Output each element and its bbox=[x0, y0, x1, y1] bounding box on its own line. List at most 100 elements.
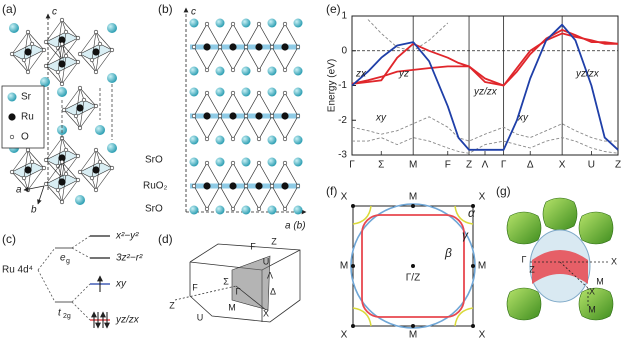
o-atom bbox=[204, 90, 210, 96]
line bbox=[61, 55, 67, 85]
o-atom bbox=[63, 171, 69, 177]
k-point bbox=[411, 324, 415, 328]
label: X bbox=[479, 192, 486, 203]
o-atom bbox=[282, 206, 288, 212]
o-atom bbox=[77, 85, 83, 91]
alpha-sheet bbox=[352, 307, 372, 327]
label: X bbox=[263, 308, 269, 318]
line bbox=[95, 49, 113, 73]
o-atom bbox=[230, 21, 236, 27]
line bbox=[61, 19, 67, 33]
label: X bbox=[611, 256, 617, 266]
label: SrO bbox=[145, 155, 163, 166]
o-atom bbox=[25, 69, 31, 75]
k-point bbox=[471, 324, 475, 328]
o-atom bbox=[97, 41, 103, 47]
sr-atom bbox=[189, 205, 199, 215]
o-atom bbox=[230, 160, 236, 166]
ru-atom bbox=[281, 182, 289, 190]
o-atom bbox=[43, 39, 49, 45]
sr-atom bbox=[7, 92, 17, 102]
o-atom bbox=[217, 113, 223, 119]
line bbox=[45, 65, 63, 85]
line bbox=[79, 87, 97, 107]
alpha-sheet bbox=[454, 307, 474, 327]
line bbox=[27, 43, 33, 73]
o-atom bbox=[29, 41, 35, 47]
sr-atom bbox=[189, 87, 199, 97]
line bbox=[61, 161, 79, 181]
y-tick-label: -3 bbox=[338, 150, 347, 161]
k-point bbox=[351, 204, 355, 208]
label: RuO₂ bbox=[143, 181, 168, 192]
label: F bbox=[250, 241, 256, 251]
sr-atom bbox=[9, 23, 19, 33]
k-point bbox=[411, 264, 415, 268]
x-tick-label: U bbox=[588, 160, 595, 171]
bz-plane bbox=[231, 255, 271, 311]
line bbox=[61, 137, 79, 157]
band-annotation: xy bbox=[375, 113, 387, 124]
label: U bbox=[197, 312, 204, 322]
x-tick-label: Z bbox=[615, 160, 621, 171]
x-tick-label: X bbox=[559, 160, 566, 171]
o-atom bbox=[21, 175, 27, 181]
sr-atom bbox=[189, 157, 199, 167]
x-tick-label: Γ bbox=[349, 160, 355, 171]
line bbox=[45, 41, 63, 61]
line bbox=[57, 19, 63, 49]
line bbox=[91, 59, 97, 73]
line bbox=[71, 283, 91, 303]
o-atom bbox=[243, 113, 249, 119]
label: t bbox=[58, 308, 62, 319]
band bbox=[351, 116, 618, 142]
sr-atom bbox=[267, 18, 277, 28]
band bbox=[351, 29, 619, 87]
line bbox=[57, 137, 63, 167]
sr-atom bbox=[267, 87, 277, 97]
o-atom bbox=[256, 90, 262, 96]
line bbox=[37, 247, 56, 271]
o-atom bbox=[9, 134, 15, 140]
o-atom bbox=[43, 63, 49, 69]
sr-atom bbox=[215, 135, 225, 145]
ru-atom bbox=[255, 112, 263, 120]
label: M bbox=[588, 304, 596, 314]
x-tick-label: Σ bbox=[378, 160, 384, 171]
line bbox=[11, 31, 29, 55]
label: M bbox=[409, 330, 417, 341]
band-annotation: zx bbox=[355, 69, 367, 80]
line bbox=[57, 43, 63, 73]
x-tick-label: Γ bbox=[501, 160, 507, 171]
o-atom bbox=[243, 183, 249, 189]
line bbox=[23, 185, 45, 192]
o-atom bbox=[191, 44, 197, 50]
line bbox=[91, 177, 97, 191]
ru-atom bbox=[255, 43, 263, 51]
ru-atom bbox=[92, 48, 100, 56]
sr-atom bbox=[293, 66, 303, 76]
label: (b) bbox=[158, 2, 173, 16]
sr-atom bbox=[241, 157, 251, 167]
line bbox=[79, 171, 97, 191]
band-annotation: yz bbox=[398, 69, 409, 80]
y-tick-label: -1 bbox=[338, 80, 347, 91]
o-atom bbox=[75, 59, 81, 65]
line bbox=[27, 161, 33, 191]
label: SrO bbox=[145, 204, 163, 215]
line bbox=[27, 49, 45, 73]
line bbox=[61, 19, 79, 39]
o-atom bbox=[59, 81, 65, 87]
sr-atom bbox=[215, 66, 225, 76]
o-atom bbox=[282, 136, 288, 142]
sr-atom bbox=[241, 18, 251, 28]
ru-atom bbox=[92, 166, 100, 174]
label: X bbox=[479, 330, 486, 341]
label: α bbox=[468, 206, 476, 220]
o-atom bbox=[93, 187, 99, 193]
sr-atom bbox=[107, 73, 117, 83]
o-atom bbox=[282, 67, 288, 73]
ru-atom bbox=[58, 178, 66, 186]
o-atom bbox=[59, 159, 65, 165]
line bbox=[79, 105, 97, 129]
